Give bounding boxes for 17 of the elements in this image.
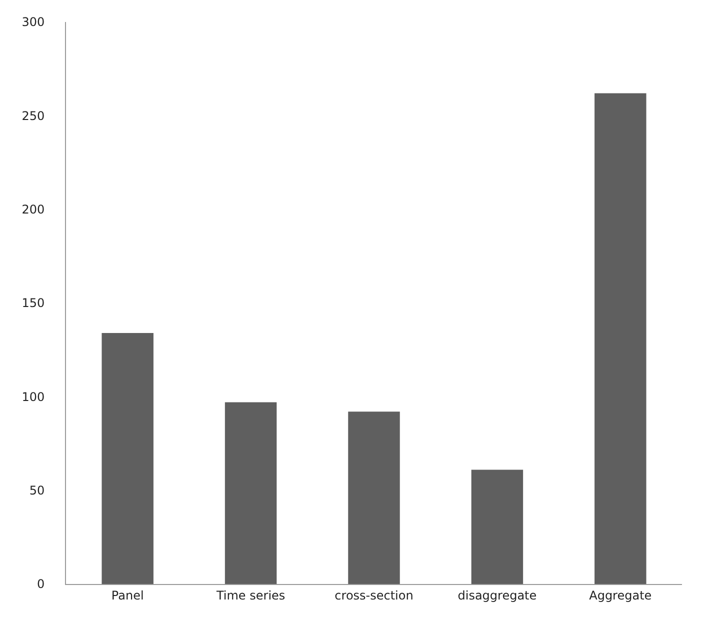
x-tick-label: Aggregate [589, 588, 652, 602]
x-tick-label: Time series [215, 588, 286, 602]
y-tick-label: 50 [29, 484, 45, 498]
x-tick-label: cross-section [334, 588, 414, 602]
y-tick-label: 0 [36, 577, 45, 592]
y-tick-label: 250 [22, 108, 45, 123]
bar [594, 93, 646, 584]
bar [348, 412, 400, 584]
y-tick-label: 100 [22, 390, 45, 404]
x-tick-label: disaggregate [458, 588, 537, 602]
y-tick-label: 300 [22, 15, 45, 30]
bar [224, 402, 277, 584]
bar [471, 470, 524, 584]
y-tick-label: 150 [22, 296, 45, 310]
x-tick-label: Panel [111, 588, 144, 602]
y-tick-label: 200 [22, 202, 45, 217]
bar [102, 332, 154, 584]
